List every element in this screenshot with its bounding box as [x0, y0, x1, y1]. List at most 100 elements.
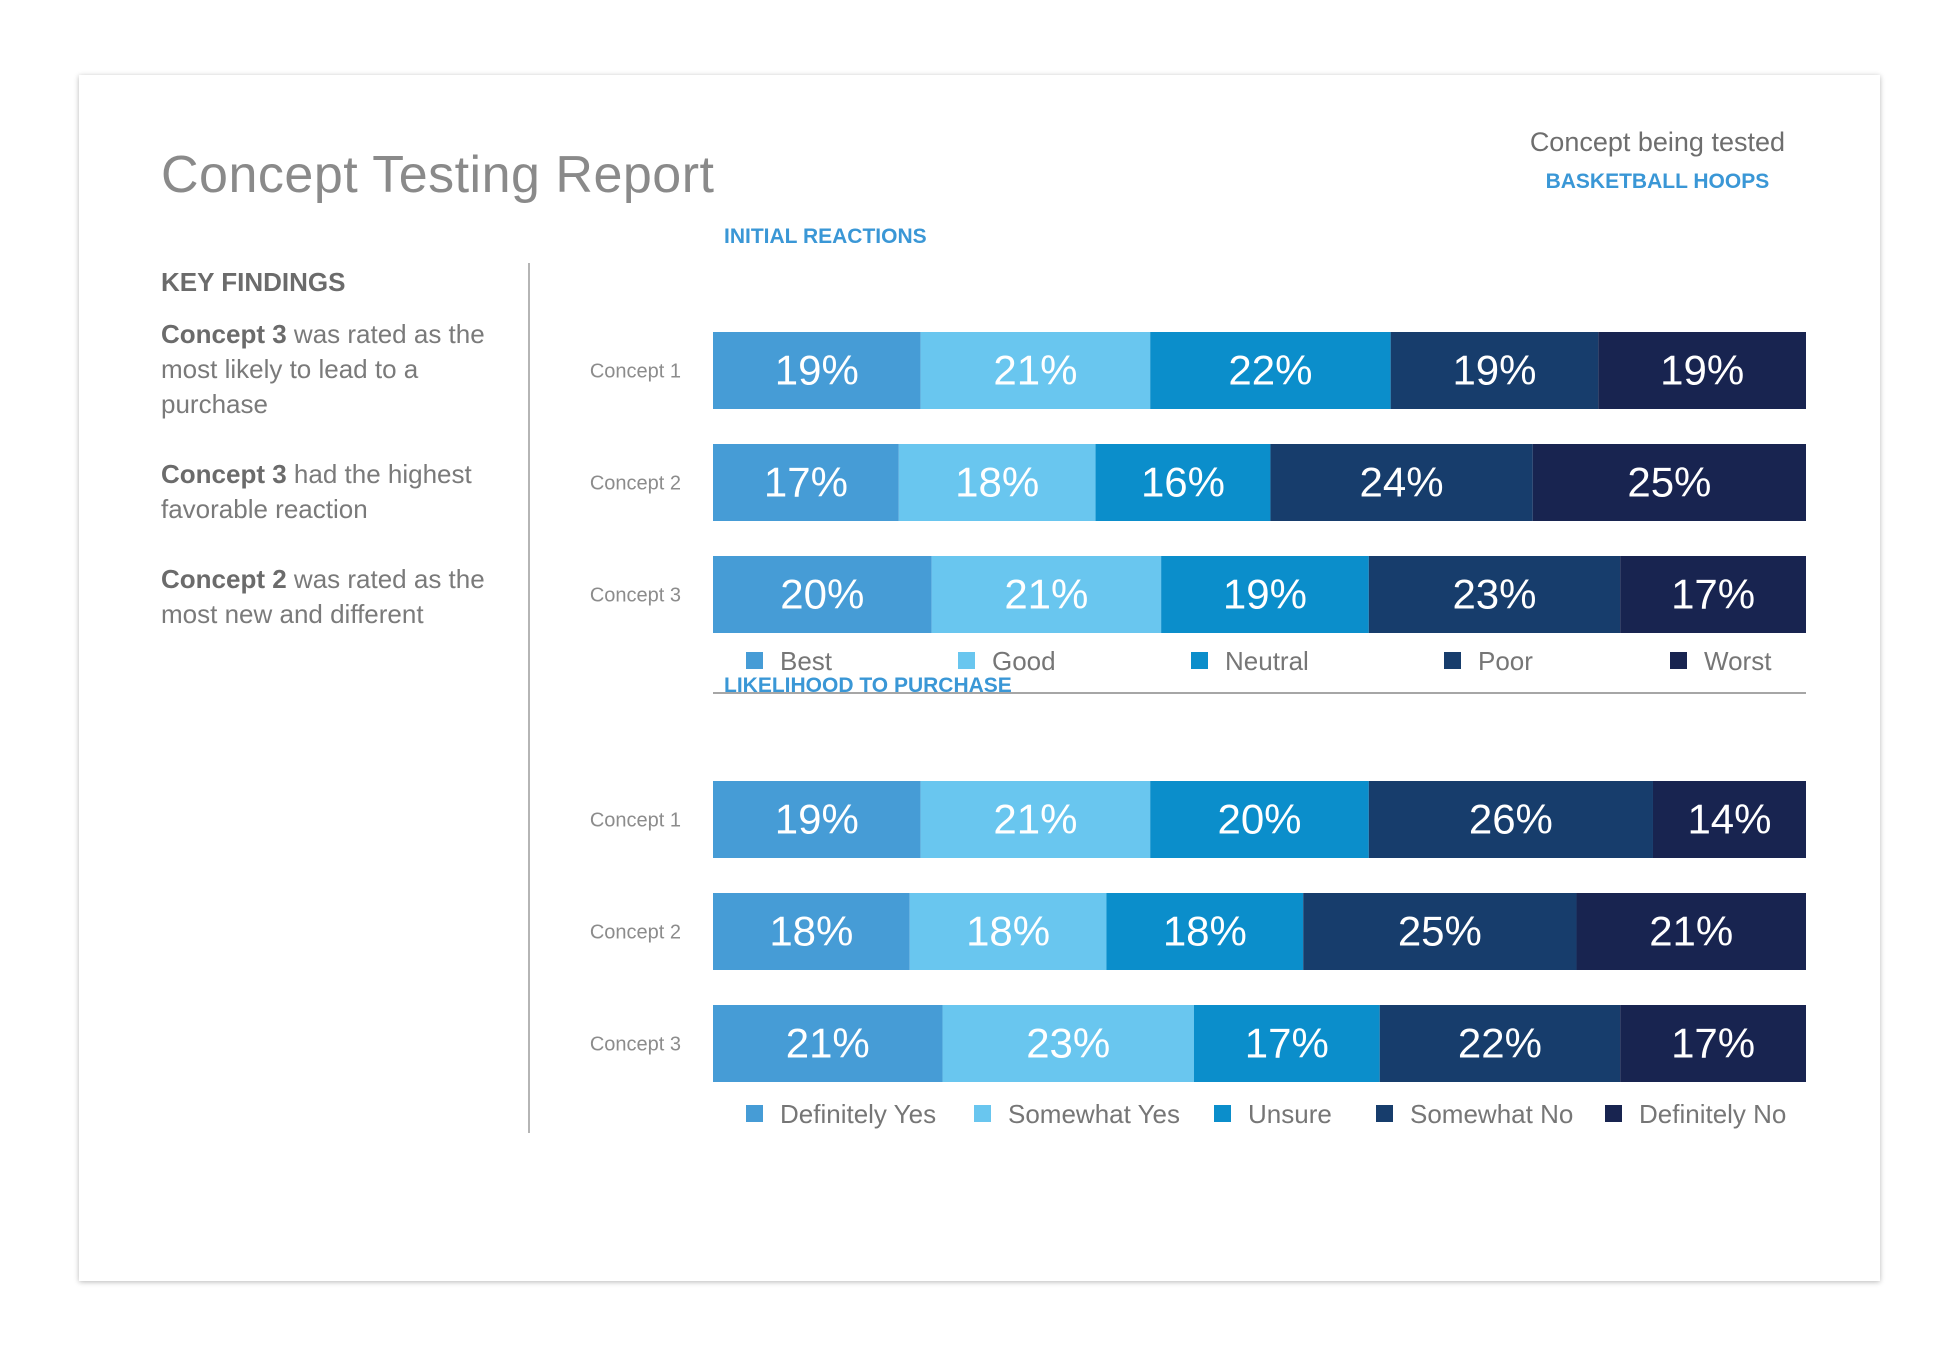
- bar-segment: [920, 781, 1151, 858]
- bar-segment: [713, 556, 932, 633]
- category-label: Concept 3: [590, 1034, 681, 1056]
- report-page: Concept Testing Report Concept being tes…: [79, 75, 1880, 1281]
- bar-segment: [1390, 332, 1599, 409]
- category-label: Concept 2: [590, 922, 681, 944]
- key-findings: KEY FINDINGS Concept 3 was rated as the …: [161, 267, 491, 667]
- bar-segment: [1379, 1005, 1621, 1082]
- key-findings-heading: KEY FINDINGS: [161, 267, 346, 297]
- data-label: 17%: [764, 459, 848, 506]
- bar-segment: [1161, 556, 1369, 633]
- legend-swatch: [1670, 652, 1687, 669]
- finding-text: was rated as the most likely to lead to …: [161, 319, 485, 419]
- finding-subject: Concept 2: [161, 564, 287, 594]
- data-label: 18%: [769, 908, 853, 955]
- bar-segment: [898, 444, 1096, 521]
- data-label: 18%: [966, 908, 1050, 955]
- data-label: 18%: [955, 459, 1039, 506]
- finding-text: was rated as the most new and different: [161, 564, 485, 629]
- data-label: 17%: [1671, 1020, 1755, 1067]
- data-label: 22%: [1228, 347, 1312, 394]
- bar-segment: [1368, 556, 1621, 633]
- category-label: Concept 1: [590, 361, 681, 383]
- finding-item: Concept 3 was rated as the most likely t…: [161, 317, 491, 422]
- stacked-bar-charts: INITIAL REACTIONS Concept 1 19% 21% 22% 19% 19…: [590, 225, 1806, 1129]
- bar-segment: [713, 1005, 943, 1082]
- data-label: 22%: [1458, 1020, 1542, 1067]
- bar-segment: [1106, 893, 1304, 970]
- category-label: Concept 2: [590, 473, 681, 495]
- data-label: 26%: [1469, 796, 1553, 843]
- data-label: 17%: [1245, 1020, 1329, 1067]
- category-label: Concept 1: [590, 810, 681, 832]
- data-label: 25%: [1398, 908, 1482, 955]
- data-label: 24%: [1360, 459, 1444, 506]
- legend-label: Poor: [1478, 646, 1533, 676]
- legend-label: Somewhat Yes: [1008, 1099, 1180, 1129]
- data-label: 21%: [993, 796, 1077, 843]
- page-title: Concept Testing Report: [161, 146, 715, 204]
- bar-segment: [1620, 556, 1806, 633]
- bar-segment: [1652, 781, 1806, 858]
- bar-segment: [1193, 1005, 1380, 1082]
- legend-swatch: [1605, 1105, 1622, 1122]
- data-label: 21%: [1004, 571, 1088, 618]
- legend-swatch: [1191, 652, 1208, 669]
- tested-concept-name: BASKETBALL HOOPS: [1545, 170, 1770, 193]
- data-label: 20%: [1217, 796, 1301, 843]
- legend-label: Worst: [1704, 646, 1772, 676]
- legend-label: Definitely Yes: [780, 1099, 936, 1129]
- legend-swatch: [958, 652, 975, 669]
- finding-text: had the highest favorable reaction: [161, 459, 472, 524]
- data-label: 23%: [1026, 1020, 1110, 1067]
- bar-segment: [713, 444, 899, 521]
- legend-label: Best: [780, 646, 833, 676]
- bar-segment: [931, 556, 1162, 633]
- bar-segment: [1150, 781, 1369, 858]
- bar-segment: [1150, 332, 1391, 409]
- bar-segment: [713, 781, 921, 858]
- data-label: 16%: [1141, 459, 1225, 506]
- data-label: 25%: [1627, 459, 1711, 506]
- legend-swatch: [746, 652, 763, 669]
- section-divider: [713, 692, 1806, 694]
- bar-segment: [920, 332, 1151, 409]
- bar-segment: [713, 332, 921, 409]
- bar-segment: [1532, 444, 1806, 521]
- finding-subject: Concept 3: [161, 319, 287, 349]
- legend-swatch: [1214, 1105, 1231, 1122]
- data-label: 19%: [775, 347, 859, 394]
- chart-title: LIKELIHOOD TO PURCHASE: [724, 674, 1012, 697]
- bar-segment: [1620, 1005, 1806, 1082]
- data-label: 19%: [1452, 347, 1536, 394]
- tested-concept-label: Concept being tested: [1529, 127, 1785, 157]
- column-divider: [528, 263, 530, 1133]
- finding-item: Concept 3 had the highest favorable reac…: [161, 457, 491, 527]
- finding-subject: Concept 3: [161, 459, 287, 489]
- legend-swatch: [974, 1105, 991, 1122]
- data-label: 19%: [1660, 347, 1744, 394]
- data-label: 18%: [1163, 908, 1247, 955]
- legend-label: Good: [992, 646, 1056, 676]
- data-label: 21%: [1649, 908, 1733, 955]
- tested-concept: Concept being tested BASKETBALL HOOPS: [1530, 127, 1785, 194]
- legend-swatch: [746, 1105, 763, 1122]
- bar-segment: [1303, 893, 1577, 970]
- bar-segment: [1368, 781, 1653, 858]
- data-label: 19%: [1223, 571, 1307, 618]
- bar-segment: [1576, 893, 1806, 970]
- legend-swatch: [1376, 1105, 1393, 1122]
- legend-label: Somewhat No: [1410, 1099, 1573, 1129]
- legend-swatch: [1444, 652, 1461, 669]
- legend-label: Unsure: [1248, 1099, 1332, 1129]
- data-label: 21%: [993, 347, 1077, 394]
- data-label: 23%: [1452, 571, 1536, 618]
- bar-segment: [942, 1005, 1194, 1082]
- data-label: 14%: [1687, 796, 1771, 843]
- legend-label: Definitely No: [1639, 1099, 1786, 1129]
- finding-item: Concept 2 was rated as the most new and …: [161, 562, 491, 632]
- bar-segment: [1095, 444, 1271, 521]
- category-label: Concept 3: [590, 585, 681, 607]
- bar-segment: [713, 893, 910, 970]
- chart-title: INITIAL REACTIONS: [724, 225, 927, 248]
- bar-segment: [1270, 444, 1533, 521]
